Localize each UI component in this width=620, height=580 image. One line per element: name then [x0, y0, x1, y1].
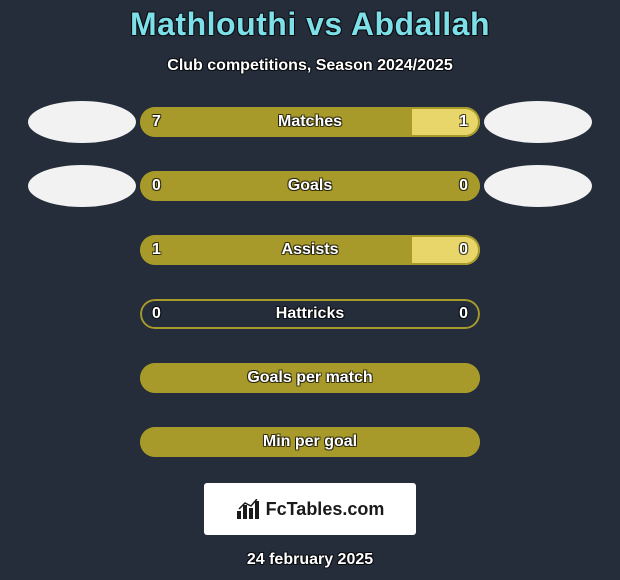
- bar-left-fill: [140, 235, 412, 265]
- stat-row: Hattricks 0 0: [0, 291, 620, 337]
- stat-bar: Hattricks 0 0: [140, 299, 480, 329]
- branding-text: FcTables.com: [266, 499, 385, 520]
- branding-badge: FcTables.com: [204, 483, 416, 535]
- stat-bar: Goals per match: [140, 363, 480, 393]
- player1-avatar: [28, 101, 136, 143]
- stat-row: Matches 7 1: [0, 99, 620, 145]
- title-player1: Mathlouthi: [130, 6, 297, 42]
- stat-value-left: 0: [152, 177, 161, 195]
- stat-bar: Goals 0 0: [140, 171, 480, 201]
- date: 24 february 2025: [0, 551, 620, 569]
- stat-label: Goals: [288, 177, 332, 195]
- stat-value-right: 1: [459, 113, 468, 131]
- stat-bar: Min per goal: [140, 427, 480, 457]
- stat-label: Min per goal: [263, 433, 357, 451]
- stat-row: Min per goal: [0, 419, 620, 465]
- stat-row: Goals per match: [0, 355, 620, 401]
- player1-avatar: [28, 165, 136, 207]
- stat-label: Assists: [282, 241, 339, 259]
- stat-value-right: 0: [459, 177, 468, 195]
- stat-value-left: 1: [152, 241, 161, 259]
- stat-value-right: 0: [459, 305, 468, 323]
- stat-label: Hattricks: [276, 305, 344, 323]
- stats-container: Matches71Goals00Assists10Hattricks00Goal…: [0, 99, 620, 465]
- title-vs: vs: [306, 6, 343, 42]
- stat-row: Assists 1 0: [0, 227, 620, 273]
- fctables-chart-icon: [236, 499, 260, 519]
- stat-bar: Matches 7 1: [140, 107, 480, 137]
- bar-right-fill: [412, 235, 480, 265]
- comparison-infographic: Mathlouthi vs Abdallah Club competitions…: [0, 0, 620, 580]
- title-player2: Abdallah: [351, 6, 490, 42]
- stat-value-right: 0: [459, 241, 468, 259]
- page-title: Mathlouthi vs Abdallah: [0, 6, 620, 43]
- subtitle: Club competitions, Season 2024/2025: [0, 57, 620, 75]
- stat-bar: Assists 1 0: [140, 235, 480, 265]
- bar-left-fill: [140, 107, 412, 137]
- player2-avatar: [484, 101, 592, 143]
- bar-right-fill: [412, 107, 480, 137]
- stat-label: Goals per match: [247, 369, 372, 387]
- stat-row: Goals 0 0: [0, 163, 620, 209]
- stat-value-left: 0: [152, 305, 161, 323]
- player2-avatar: [484, 165, 592, 207]
- stat-label: Matches: [278, 113, 342, 131]
- stat-value-left: 7: [152, 113, 161, 131]
